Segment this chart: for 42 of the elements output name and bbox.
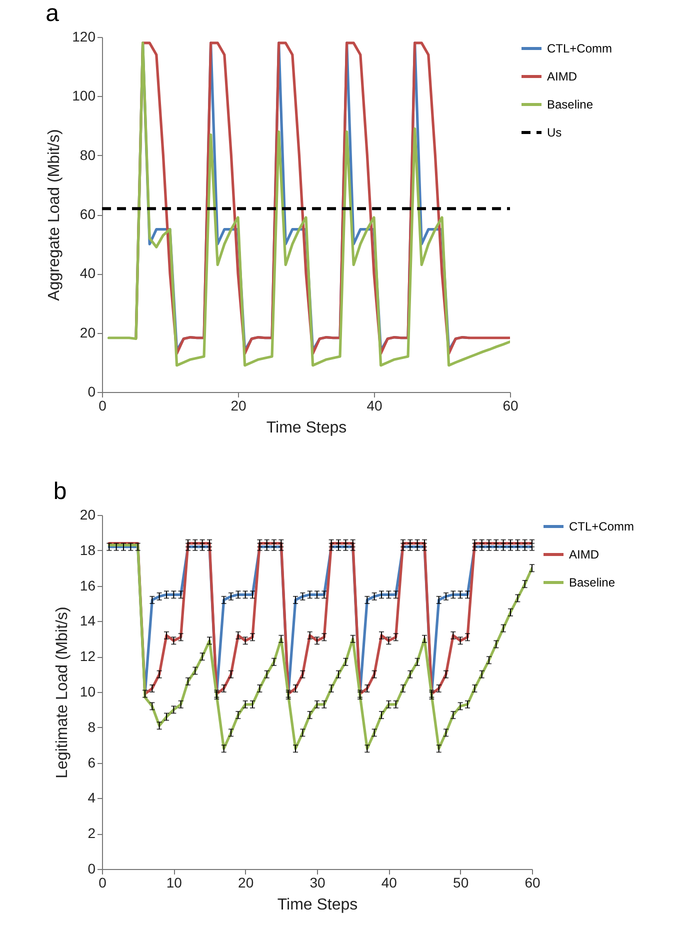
x-tick-label: 50	[453, 874, 469, 890]
legend-label: CTL+Comm	[547, 42, 612, 56]
y-tick-label: 6	[88, 754, 96, 770]
x-tick-label: 40	[381, 874, 398, 890]
y-tick-label: 12	[80, 648, 96, 664]
x-tick-label: 20	[238, 874, 254, 890]
y-tick-label: 100	[72, 88, 96, 104]
x-tick-label: 40	[366, 398, 382, 414]
y-tick-label: 40	[80, 265, 96, 282]
x-tick-label: 60	[524, 874, 540, 890]
legend-label: Us	[547, 126, 562, 140]
y-tick-label: 14	[80, 612, 96, 629]
x-tick-label: 60	[502, 398, 518, 414]
legend-label: CTL+Comm	[569, 520, 634, 534]
legend-label: Baseline	[569, 576, 616, 590]
chart-title: a	[46, 0, 60, 27]
x-tick-label: 0	[98, 398, 107, 414]
legend-label: AIMD	[547, 70, 578, 84]
x-tick-label: 30	[310, 874, 326, 890]
x-tick-label: 0	[98, 874, 107, 890]
y-tick-label: 80	[80, 146, 96, 163]
y-tick-label: 4	[88, 790, 96, 806]
y-axis-title: Aggregate Load (Mbit/s)	[46, 129, 64, 301]
chart-title: b	[53, 478, 67, 505]
y-tick-label: 60	[80, 206, 96, 222]
y-tick-label: 120	[72, 28, 96, 44]
x-axis-title: Time Steps	[277, 896, 358, 914]
y-tick-label: 16	[80, 577, 96, 594]
y-tick-label: 0	[88, 384, 96, 400]
y-tick-label: 20	[80, 324, 96, 340]
legend-label: AIMD	[569, 548, 600, 562]
y-axis-title: Legitimate Load (Mbit/s)	[54, 606, 71, 778]
y-tick-label: 20	[80, 506, 96, 522]
legend-label: Baseline	[547, 98, 594, 112]
y-tick-label: 8	[88, 718, 96, 735]
y-tick-label: 0	[88, 860, 96, 876]
y-tick-label: 18	[80, 542, 96, 558]
x-tick-label: 20	[230, 398, 246, 414]
x-tick-label: 10	[166, 874, 182, 890]
x-axis-title: Time Steps	[266, 420, 347, 436]
y-tick-label: 10	[80, 684, 96, 700]
y-tick-label: 2	[88, 825, 96, 842]
